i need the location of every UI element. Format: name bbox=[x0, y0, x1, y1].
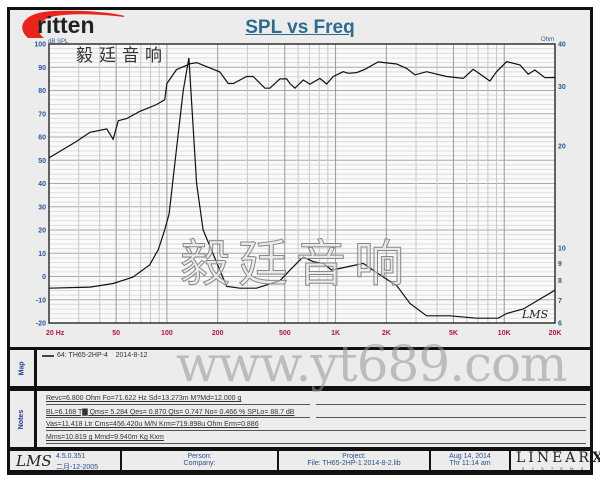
build-date: 二月-12-2005 bbox=[56, 464, 99, 471]
note-line-2: BL=6.168 T▇ Qms= 5.284 Qes= 0.870 Qts= 0… bbox=[46, 409, 295, 416]
y-left-tick-label: -10 bbox=[36, 297, 46, 304]
footer-bar: LMS 4.5.0.351 二月-12-2005 Person: Company… bbox=[7, 448, 600, 473]
logo-brand-text: ritten bbox=[37, 12, 95, 38]
legend-entry[interactable]: 64: TH65-2HP-4 2014-8-12 bbox=[57, 352, 148, 359]
y-left-tick-label: 100 bbox=[34, 42, 46, 49]
footer-person-cell: Person: Company: bbox=[122, 451, 279, 470]
y-right-tick-label: 30 bbox=[558, 84, 566, 91]
eritten-logo-swoosh bbox=[22, 10, 124, 38]
lms-logo: LMS bbox=[16, 452, 52, 470]
notes-label: Notes bbox=[10, 391, 37, 447]
x-tick-label: 200 bbox=[212, 330, 224, 337]
footer-project-cell: Project: File: TH65-2HP-1 2014-8-2.lib bbox=[279, 451, 431, 470]
map-panel: Map 64: TH65-2HP-4 2014-8-12 bbox=[7, 347, 593, 389]
lms-signature: LMS bbox=[521, 308, 549, 321]
y-left-tick-label: 30 bbox=[38, 204, 46, 211]
y-right-axis-label: Ohm bbox=[541, 37, 554, 43]
logo-brand-cn: 毅廷音响 bbox=[76, 46, 168, 66]
y-left-tick-label: -20 bbox=[36, 321, 46, 328]
y-right-tick-label: 40 bbox=[558, 42, 566, 49]
x-tick-label: 500 bbox=[279, 330, 291, 337]
map-label: Map bbox=[10, 350, 37, 386]
y-left-axis-label: dB SPL bbox=[48, 39, 69, 45]
y-left-tick-label: 90 bbox=[38, 65, 46, 72]
spl-curve bbox=[48, 61, 556, 159]
x-tick-label: 20K bbox=[549, 330, 562, 337]
y-right-tick-label: 7 bbox=[558, 298, 562, 305]
linearx-logo: LINEARX S Y S T E M S bbox=[516, 450, 600, 472]
y-left-tick-label: 0 bbox=[42, 274, 46, 281]
y-right-tick-label: 9 bbox=[558, 261, 562, 268]
note-line-3: Vas=11.418 Ltr Cms=456.420u M/N Krm=719.… bbox=[46, 421, 259, 428]
y-left-tick-label: 80 bbox=[38, 88, 46, 95]
y-right-tick-label: 6 bbox=[558, 321, 562, 328]
note-line-1: Revc=6.800 Ohm Fo=71.622 Hz Sd=13.273m M… bbox=[46, 395, 242, 402]
impedance-curve bbox=[48, 57, 556, 319]
y-left-tick-label: 50 bbox=[38, 158, 46, 165]
x-tick-label: 5K bbox=[449, 330, 458, 337]
footer-date-cell: Aug 14, 2014 Thr 11:14 am bbox=[431, 451, 511, 470]
company-label: Company: bbox=[183, 460, 216, 467]
plot-border bbox=[48, 43, 556, 324]
y-left-tick-label: 60 bbox=[38, 135, 46, 142]
x-tick-label: 10K bbox=[498, 330, 511, 337]
legend-line-swatch bbox=[42, 355, 54, 357]
y-left-tick-label: 40 bbox=[38, 181, 46, 188]
file-name: File: TH65-2HP-1 2014-8-2.lib bbox=[307, 460, 401, 467]
x-tick-label: 100 bbox=[161, 330, 173, 337]
chart-title: SPL vs Freq bbox=[245, 17, 355, 38]
version: 4.5.0.351 bbox=[56, 453, 86, 460]
project-label: Project: bbox=[342, 453, 366, 460]
footer-version-cell: LMS 4.5.0.351 二月-12-2005 bbox=[10, 451, 122, 471]
note-line-4: Mms=10.819 g Mmd=9.940m Kg Kxm bbox=[46, 434, 164, 441]
spl-impedance-chart: 1009080706050403020100-10-20403020109876… bbox=[34, 37, 566, 337]
x-tick-label: 50 bbox=[112, 330, 120, 337]
report-time: Thr 11:14 am bbox=[449, 460, 491, 467]
x-tick-label: 20 Hz bbox=[46, 330, 65, 337]
y-right-tick-label: 20 bbox=[558, 143, 566, 150]
x-tick-label: 1K bbox=[331, 330, 340, 337]
y-right-tick-label: 8 bbox=[558, 278, 562, 285]
y-left-tick-label: 70 bbox=[38, 111, 46, 118]
y-left-tick-label: 10 bbox=[38, 251, 46, 258]
report-date: Aug 14, 2014 bbox=[449, 453, 491, 460]
person-label: Person: bbox=[187, 453, 212, 460]
notes-panel: Notes Revc=6.800 Ohm Fo=71.622 Hz Sd=13.… bbox=[7, 388, 593, 450]
x-tick-label: 2K bbox=[382, 330, 391, 337]
y-left-tick-label: 20 bbox=[38, 228, 46, 235]
y-right-tick-label: 10 bbox=[558, 245, 566, 252]
